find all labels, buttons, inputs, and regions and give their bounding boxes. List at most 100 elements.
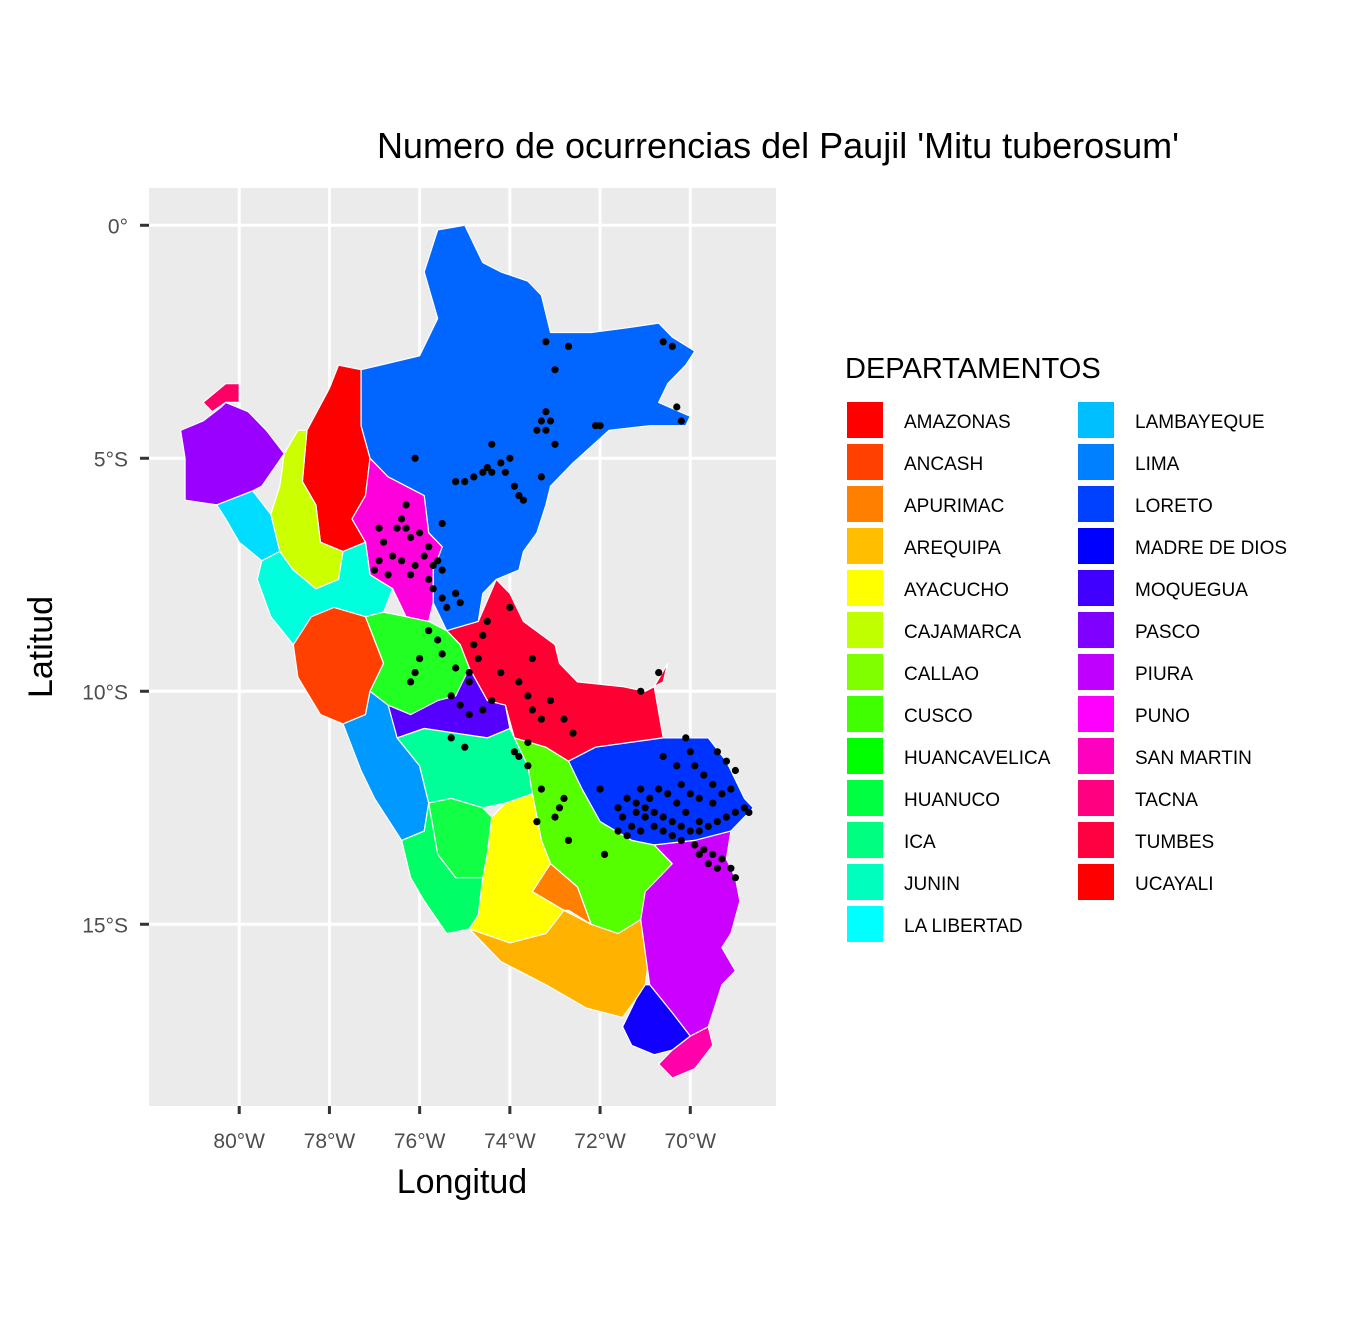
occurrence-point [709,850,717,859]
legend-swatch [847,486,883,522]
occurrence-point [709,799,717,807]
legend-swatch [1078,402,1114,438]
legend-swatch [1078,780,1114,816]
occurrence-point [425,627,433,635]
legend-title: DEPARTAMENTOS [845,353,1101,385]
legend-label: AMAZONAS [904,412,1011,433]
occurrence-point [682,734,690,742]
occurrence-point [555,804,564,812]
y-axis-title: Latitud [22,596,60,698]
legend-swatch [847,528,883,564]
occurrence-point [659,827,667,835]
occurrence-point [560,715,568,723]
occurrence-point [524,692,532,700]
occurrence-point [465,669,473,677]
occurrence-point [488,468,496,476]
occurrence-point [393,524,401,532]
occurrence-point [506,603,514,612]
occurrence-point [596,422,604,430]
legend-swatch [847,696,883,732]
legend-swatch [847,780,883,816]
occurrence-point [650,808,658,817]
legend-swatch [1078,444,1114,480]
legend-label: PUNO [1135,706,1190,727]
occurrence-point [695,850,703,859]
occurrence-point [411,454,419,462]
occurrence-point [623,794,631,803]
occurrence-point [515,492,523,500]
occurrence-point [619,813,627,821]
occurrence-point [659,338,667,346]
legend-label: UCAYALI [1135,874,1214,895]
occurrence-point [677,780,685,789]
occurrence-point [483,617,491,626]
occurrence-point [461,478,469,486]
occurrence-point [628,822,636,831]
legend-swatch [1078,654,1114,690]
occurrence-point [546,697,555,705]
occurrence-point [637,785,645,793]
occurrence-point [488,440,496,448]
occurrence-point [718,855,726,863]
legend-swatch [1078,612,1114,648]
legend-label: ANCASH [904,454,983,475]
occurrence-point [479,468,487,476]
legend-label: APURIMAC [904,496,1004,517]
legend-swatch [1078,864,1114,900]
region-apurimac [531,863,592,925]
occurrence-point [434,636,442,644]
occurrence-point [632,808,640,817]
occurrence-point [673,403,681,411]
occurrence-point [551,813,559,821]
occurrence-point [497,669,505,677]
legend-label: LA LIBERTAD [904,916,1023,937]
occurrence-point [546,417,555,425]
occurrence-point [704,860,712,868]
occurrence-point [700,846,708,854]
occurrence-point [380,538,388,546]
y-tick-label: 0° [108,215,128,238]
region-moquegua [621,984,691,1056]
occurrence-point [704,822,712,831]
legend-swatch [1078,696,1114,732]
occurrence-point [623,832,631,840]
occurrence-point [434,557,442,565]
legend-label: MADRE DE DIOS [1135,538,1287,559]
occurrence-point [673,762,681,770]
occurrence-point [411,561,419,570]
x-tick-label: 70°W [665,1130,717,1153]
y-tick-label: 5°S [94,448,128,471]
occurrence-point [407,678,415,686]
occurrence-point [637,827,645,835]
occurrence-point [686,748,694,756]
occurrence-point [533,818,541,826]
legend-label: HUANUCO [904,790,1000,811]
legend-label: CALLAO [904,664,979,685]
occurrence-point [470,641,478,649]
occurrence-point [501,468,509,476]
legend-label: PASCO [1135,622,1200,643]
occurrence-point [438,519,446,528]
occurrence-point [614,827,622,835]
legend-label: ICA [904,832,936,853]
occurrence-point [389,552,397,560]
occurrence-point [510,482,518,490]
legend-swatch [847,906,883,942]
occurrence-point [370,566,379,574]
occurrence-point [601,850,609,859]
occurrence-point [515,678,523,686]
occurrence-point [677,417,685,425]
legend-label: AYACUCHO [904,580,1009,601]
occurrence-point [537,785,546,793]
legend-label: TUMBES [1135,832,1214,853]
occurrence-point [564,342,573,350]
occurrence-point [398,557,406,565]
legend-label: JUNIN [904,874,960,895]
occurrence-point [677,836,685,845]
legend-swatch [847,864,883,900]
occurrence-point [533,426,541,434]
occurrence-point [447,734,455,742]
legend-swatch [847,570,883,606]
occurrence-point [727,785,735,793]
x-axis-title: Longitud [397,1163,527,1201]
